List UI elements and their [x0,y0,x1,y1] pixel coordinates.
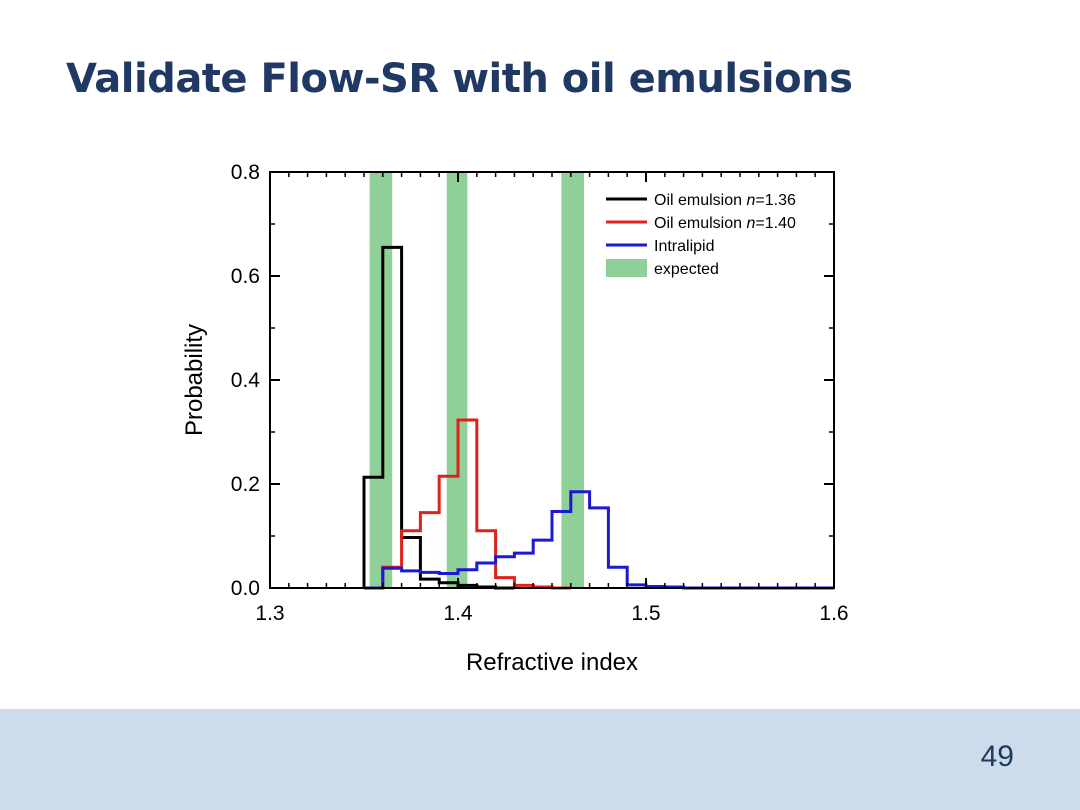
y-tick-label: 0.8 [231,161,260,184]
legend-label-4: expected [654,261,719,278]
y-tick-label: 0.0 [231,577,260,600]
legend-swatch-expected [606,259,647,277]
legend-label-1: Oil emulsion n=1.36 [654,192,796,209]
y-tick-label: 0.4 [231,369,261,392]
expected-band-1 [369,172,393,588]
y-tick-label: 0.6 [231,265,260,288]
page-number: 49 [980,740,1014,773]
legend-label-2: Oil emulsion n=1.40 [654,215,796,232]
x-tick-label: 1.4 [443,602,473,625]
y-tick-label: 0.2 [231,473,260,496]
slide-title: Validate Flow-SR with oil emulsions [66,56,853,102]
series-line-1 [362,245,515,590]
chart-figure: 1.3 1.4 1.5 1.6 0.0 0.2 0.4 0.6 0.8 Oil emulsion… [128,100,940,705]
expected-band-3 [561,172,584,588]
x-axis-label: Refractive index [466,649,638,676]
x-tick-label: 1.6 [819,602,848,625]
footer-band [0,709,1080,810]
x-tick-label: 1.5 [631,602,660,625]
y-axis-label: Probability [181,324,208,436]
expected-bands [369,172,584,588]
legend: Oil emulsion n=1.36 Oil emulsion n=1.40 In… [606,192,796,278]
figure-background [128,100,940,705]
x-tick-label: 1.3 [255,602,284,625]
expected-band-2 [446,172,468,588]
legend-label-3: Intralipid [654,238,714,255]
histogram-chart: 1.3 1.4 1.5 1.6 0.0 0.2 0.4 0.6 0.8 Oil emulsion… [128,100,940,705]
axis-ticks: 1.3 1.4 1.5 1.6 0.0 0.2 0.4 0.6 0.8 [231,161,849,625]
